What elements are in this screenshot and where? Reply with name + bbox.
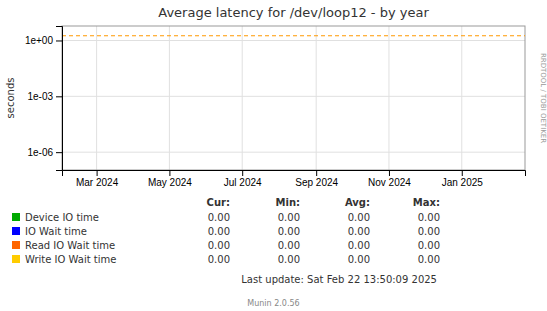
table-value: 0.00	[278, 254, 300, 265]
x-tick-mark	[462, 170, 463, 176]
table: Cur: Min: Avg: Max: Device IO time 0.00 0.00 0.…	[12, 197, 440, 265]
version: Munin 2.0.56	[247, 299, 299, 308]
table-header: Min:	[276, 197, 301, 208]
y-tick-mark	[56, 96, 62, 97]
y-tick: 1e-03	[27, 91, 62, 102]
table-header: Cur:	[207, 197, 230, 208]
y-tick-mark	[56, 152, 62, 153]
title: Average latency for /dev/loop12 - by yea…	[158, 5, 429, 20]
legend-label: Device IO time	[25, 212, 99, 223]
y-tick-mark	[56, 40, 62, 41]
table-value: 0.00	[348, 226, 370, 237]
legend-label: IO Wait time	[25, 226, 87, 237]
last-update: Last update: Sat Feb 22 13:50:09 2025	[241, 274, 437, 285]
y-tick: 1e-06	[27, 147, 62, 158]
legend-label: Read IO Wait time	[25, 240, 115, 251]
x-grid-line	[96, 26, 97, 170]
table-value: 0.00	[348, 212, 370, 223]
x-tick-mark	[242, 170, 243, 176]
x-tick: Jul 2024	[224, 170, 262, 188]
table-value: 0.00	[348, 240, 370, 251]
table-value: 0.00	[208, 240, 230, 251]
x-tick: Jan 2025	[442, 170, 484, 188]
y-grid-line	[62, 152, 525, 153]
table-value: 0.00	[418, 226, 440, 237]
table-value: 0.00	[418, 212, 440, 223]
legend-swatch	[12, 227, 20, 235]
table-header: Max:	[413, 197, 440, 208]
x-axis: Mar 2024 May 2024 Jul 2024 Sep 2024 Nov 2024…	[63, 170, 526, 188]
watermark: RRDTOOL / TOBI OETIKER	[539, 53, 547, 143]
x-grid-line	[316, 26, 317, 170]
y-grid-line	[62, 40, 525, 41]
legend-label: Write IO Wait time	[25, 254, 116, 265]
x-grid-line	[169, 26, 170, 170]
x-grid-line	[461, 26, 462, 170]
y-tick-label: 1e-03	[27, 91, 53, 102]
plot-frame	[62, 26, 525, 170]
x-tick-mark	[316, 170, 317, 176]
x-tick-mark	[389, 170, 390, 176]
legend-swatch	[12, 255, 20, 263]
y-axis-title: seconds	[5, 78, 16, 119]
x-tick: Nov 2024	[368, 170, 411, 188]
x-tick-mark	[97, 170, 98, 176]
y-axis-line	[56, 27, 63, 171]
y-axis: 1e-06 1e-03 1e+00	[25, 27, 63, 171]
table-value: 0.00	[418, 240, 440, 251]
table-header: Avg:	[345, 197, 370, 208]
x-tick: May 2024	[148, 170, 192, 188]
table-value: 0.00	[208, 212, 230, 223]
plot: Mar 2024 May 2024 Jul 2024 Sep 2024 Nov 2024…	[25, 26, 526, 188]
y-tick: 1e+00	[25, 35, 62, 46]
x-tick: Sep 2024	[295, 170, 338, 188]
table-value: 0.00	[208, 226, 230, 237]
x-grid-line	[242, 26, 243, 170]
table-value: 0.00	[278, 240, 300, 251]
x-tick-label: Mar 2024	[76, 177, 119, 188]
y-grid-line	[62, 96, 525, 97]
grid	[62, 26, 525, 170]
table-value: 0.00	[348, 254, 370, 265]
x-tick-mark	[169, 170, 170, 176]
table-value: 0.00	[208, 254, 230, 265]
table-value: 0.00	[278, 212, 300, 223]
y-tick-label: 1e+00	[25, 35, 54, 46]
marks	[62, 35, 525, 36]
table-value: 0.00	[418, 254, 440, 265]
x-tick-label: Sep 2024	[295, 177, 338, 188]
y-tick-label: 1e-06	[27, 147, 53, 158]
table-value: 0.00	[278, 226, 300, 237]
x-tick: Mar 2024	[76, 170, 119, 188]
chart: Average latency for /dev/loop12 - by yea…	[0, 0, 547, 311]
x-grid-line	[388, 26, 389, 170]
x-tick-label: Jan 2025	[442, 177, 484, 188]
x-axis-line	[63, 171, 526, 177]
x-tick-label: Nov 2024	[368, 177, 411, 188]
legend-swatch	[12, 241, 20, 249]
x-tick-label: Jul 2024	[224, 177, 262, 188]
legend-swatch	[12, 213, 20, 221]
reference-line	[62, 35, 525, 36]
x-tick-label: May 2024	[148, 177, 192, 188]
